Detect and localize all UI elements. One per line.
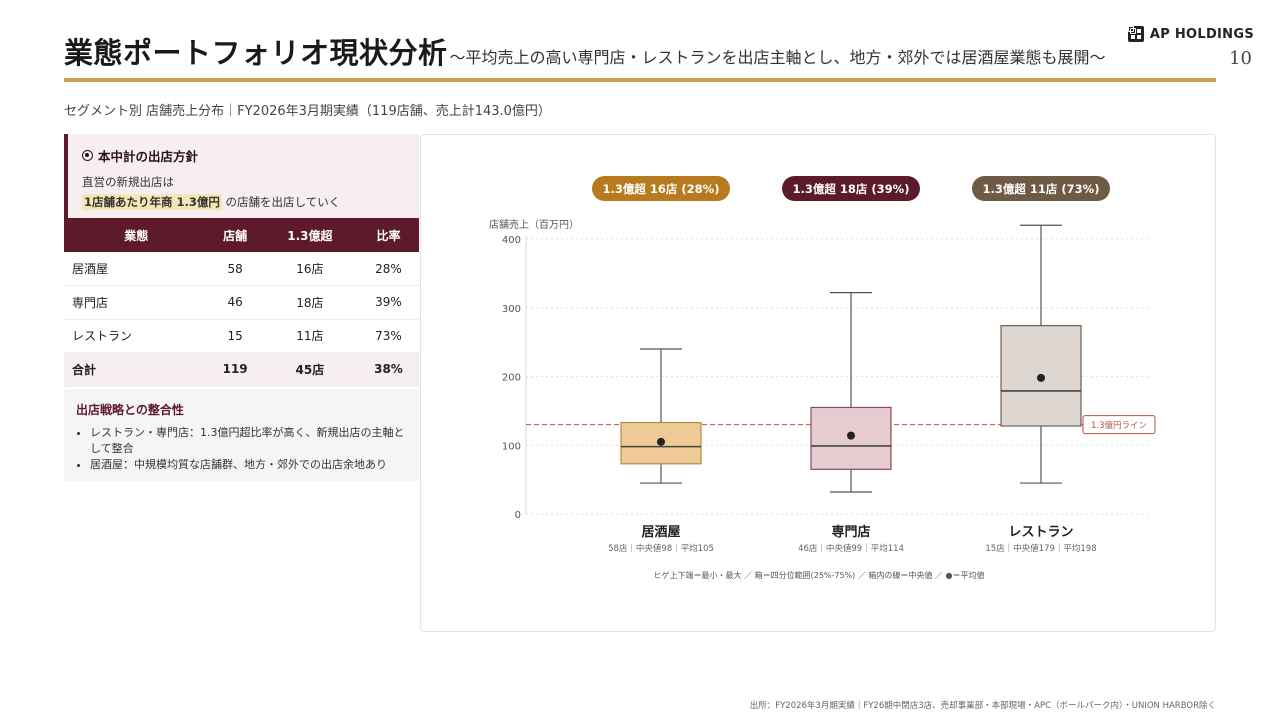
table-header: 店舗 bbox=[208, 218, 262, 252]
list-item: 居酒屋：中規模均質な店舗群、地方・郊外での出店余地あり bbox=[90, 457, 407, 473]
y-tick-label: 300 bbox=[502, 304, 521, 315]
mean-marker bbox=[657, 437, 665, 446]
table-cell: 18店 bbox=[261, 285, 358, 320]
policy-highlight: 1店舗あたり年商 1.3億円 bbox=[82, 194, 222, 210]
x-category-label: 専門店 bbox=[831, 524, 870, 540]
y-tick-label: 0 bbox=[515, 510, 521, 521]
bullet-circle-icon bbox=[82, 150, 93, 161]
table-cell: 専門店 bbox=[64, 285, 209, 320]
table-cell: 46 bbox=[208, 285, 262, 320]
alignment-list: レストラン・専門店：1.3億円超比率が高く、新規出店の主軸として整合 居酒屋：中… bbox=[76, 425, 407, 473]
box-plot-chart: 店舗売上（百万円） 0 100 200 300 400 1.3億超 16店 (28%) 居酒屋… bbox=[489, 176, 1156, 580]
table-row: レストラン 15 11店 73% bbox=[64, 319, 419, 353]
table-cell: 119 bbox=[208, 352, 262, 387]
legend-note: ヒゲ上下端＝最小・最大 ／ 箱＝四分位範囲(25%-75%) ／ 箱内の線＝中央… bbox=[654, 570, 985, 580]
page-title: 業態ポートフォリオ現状分析 bbox=[64, 36, 448, 70]
x-category-sublabel: 46店｜中央値99｜平均114 bbox=[798, 543, 904, 554]
mean-marker bbox=[1037, 373, 1045, 382]
category-badge bbox=[782, 176, 920, 201]
title-row: 業態ポートフォリオ現状分析 〜平均売上の高い専門店・レストランを出店主軸とし、地… bbox=[64, 30, 1140, 74]
section-label: セグメント別 店舗売上分布｜FY2026年3月期実績（119店舗、売上計143.… bbox=[64, 104, 551, 119]
policy-title-text: 本中計の出店方針 bbox=[98, 149, 199, 164]
table-cell: 45店 bbox=[261, 352, 358, 387]
policy-box: 本中計の出店方針 直営の新規出店は 1店舗あたり年商 1.3億円 の店舗を出店し… bbox=[64, 134, 419, 218]
table-cell: 58 bbox=[208, 252, 262, 286]
table-cell: 合計 bbox=[64, 352, 209, 387]
reference-label-box bbox=[1082, 415, 1156, 435]
policy-title: 本中計の出店方針 bbox=[82, 146, 407, 165]
table-header-row: 業態 店舗 1.3億超 比率 bbox=[64, 218, 419, 252]
table-total-row: 合計 119 45店 38% bbox=[64, 352, 419, 387]
table-cell: 28% bbox=[357, 252, 419, 286]
list-item: レストラン・専門店：1.3億円超比率が高く、新規出店の主軸として整合 bbox=[90, 425, 407, 457]
left-column: 本中計の出店方針 直営の新規出店は 1店舗あたり年商 1.3億円 の店舗を出店し… bbox=[64, 134, 419, 481]
table-row: 専門店 46 18店 39% bbox=[64, 285, 419, 320]
y-tick-label: 400 bbox=[502, 235, 521, 246]
table-cell: 11店 bbox=[261, 319, 358, 353]
logo-text: AP HOLDINGS bbox=[1149, 26, 1254, 42]
category-badge-label: 1.3億超 11店 (73%) bbox=[983, 182, 1100, 196]
policy-line-2: 1店舗あたり年商 1.3億円 の店舗を出店していく bbox=[82, 194, 407, 210]
company-logo: AP HOLDINGS bbox=[1127, 26, 1254, 42]
page-number: 10 bbox=[1229, 48, 1252, 69]
alignment-title: 出店戦略との整合性 bbox=[76, 402, 184, 417]
category-badge-label: 1.3億超 18店 (39%) bbox=[793, 182, 910, 196]
x-category-label: レストラン bbox=[1008, 525, 1073, 540]
y-tick-label: 200 bbox=[502, 373, 521, 384]
reference-label: 1.3億円ライン bbox=[1091, 420, 1147, 431]
source-note: 出所：FY2026年3月期実績｜FY26期中閉店3店、売却事業部・本部現場・AP… bbox=[749, 701, 1216, 711]
table-cell: 38% bbox=[357, 352, 419, 387]
table-header: 1.3億超 bbox=[261, 218, 358, 252]
category-badge bbox=[972, 176, 1110, 201]
table-row: 居酒屋 58 16店 28% bbox=[64, 252, 419, 286]
title-divider bbox=[64, 78, 1216, 82]
table-cell: 15 bbox=[208, 319, 262, 353]
y-axis-label: 店舗売上（百万円） bbox=[489, 218, 579, 231]
table-header: 業態 bbox=[64, 218, 209, 252]
policy-line-2-rest: の店舗を出店していく bbox=[221, 195, 341, 209]
category-badge bbox=[592, 176, 730, 201]
x-category-label: 居酒屋 bbox=[641, 525, 680, 540]
table-cell: 39% bbox=[357, 285, 419, 320]
logo-mark-icon bbox=[1127, 26, 1144, 42]
x-category-sublabel: 15店｜中央値179｜平均198 bbox=[985, 543, 1096, 554]
chart-panel: 店舗売上（百万円） 0 100 200 300 400 1.3億超 16店 (28%) 居酒屋… bbox=[420, 134, 1216, 632]
y-tick-label: 100 bbox=[502, 441, 521, 452]
alignment-box: 出店戦略との整合性 レストラン・専門店：1.3億円超比率が高く、新規出店の主軸と… bbox=[64, 388, 419, 481]
table-cell: 居酒屋 bbox=[64, 252, 209, 286]
policy-line-1: 直営の新規出店は bbox=[82, 175, 174, 189]
x-category-sublabel: 58店｜中央値98｜平均105 bbox=[608, 543, 714, 554]
category-badge-label: 1.3億超 16店 (28%) bbox=[603, 182, 720, 196]
page-subtitle: 〜平均売上の高い専門店・レストランを出店主軸とし、地方・郊外では居酒屋業態も展開… bbox=[449, 48, 1106, 67]
mean-marker bbox=[847, 431, 855, 440]
table-cell: 73% bbox=[357, 319, 419, 353]
table-header: 比率 bbox=[357, 218, 419, 252]
table-cell: レストラン bbox=[64, 319, 209, 353]
segment-table: 業態 店舗 1.3億超 比率 居酒屋 58 16店 28% 専門店 46 18店… bbox=[64, 218, 419, 387]
table-cell: 16店 bbox=[261, 252, 358, 286]
